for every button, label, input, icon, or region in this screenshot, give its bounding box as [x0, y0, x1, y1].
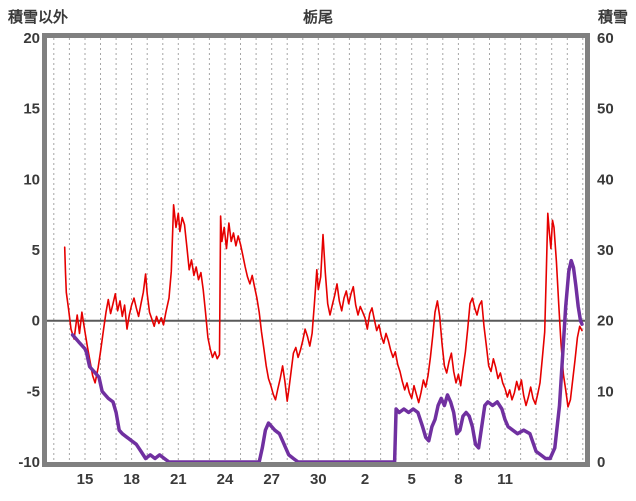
snow-depth-line — [70, 258, 584, 464]
left-tick-label: -5 — [27, 383, 40, 400]
x-tick-label: 5 — [408, 471, 416, 488]
left-axis-ticks: 20 15 10 5 0 -5 -10 — [18, 30, 40, 471]
x-tick-label: 8 — [454, 471, 462, 488]
right-tick-label: 40 — [597, 171, 614, 188]
temperature-line — [63, 204, 583, 408]
right-tick-label: 50 — [597, 101, 614, 118]
left-tick-label: 20 — [23, 30, 40, 47]
x-tick-label: 15 — [77, 471, 94, 488]
right-tick-label: 60 — [597, 30, 614, 47]
x-tick-label: 21 — [170, 471, 187, 488]
left-tick-label: 5 — [32, 242, 40, 259]
right-axis-ticks: 60 50 40 30 20 10 0 — [597, 30, 614, 471]
x-tick-label: 30 — [310, 471, 327, 488]
right-axis-title: 積雪 — [597, 8, 628, 26]
x-tick-label: 24 — [217, 471, 234, 488]
left-tick-label: 0 — [32, 313, 40, 330]
left-tick-label: 15 — [23, 101, 40, 118]
x-tick-label: 11 — [497, 471, 513, 488]
left-tick-label: 10 — [23, 171, 40, 188]
right-tick-label: 0 — [597, 454, 605, 471]
x-tick-label: 27 — [263, 471, 280, 488]
chart-title: 栃尾 — [303, 8, 333, 26]
left-tick-label: -10 — [18, 454, 40, 471]
x-axis-ticks: 15 18 21 24 27 30 2 5 8 11 — [77, 471, 513, 488]
right-tick-label: 30 — [597, 242, 614, 259]
plot-frame — [42, 33, 590, 467]
x-tick-label: 2 — [361, 471, 369, 488]
right-tick-label: 20 — [597, 313, 614, 330]
gridlines — [53, 38, 584, 462]
right-tick-label: 10 — [597, 383, 614, 400]
left-axis-title: 積雪以外 — [7, 8, 68, 26]
x-tick-label: 18 — [123, 471, 140, 488]
